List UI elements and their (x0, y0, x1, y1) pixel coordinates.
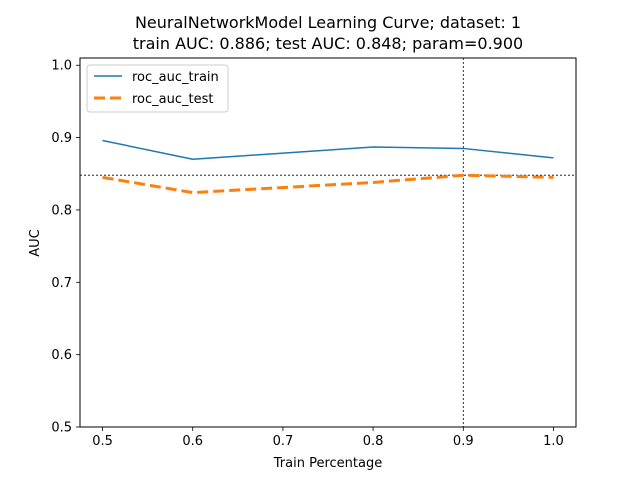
series-line-roc_auc_train (102, 139, 554, 161)
y-tick-label: 1.0 (51, 59, 72, 74)
chart-title-line-1: NeuralNetworkModel Learning Curve; datas… (135, 13, 521, 32)
axes-frame (79, 57, 577, 428)
legend-box (86, 64, 229, 113)
y-tick-label: 0.6 (51, 348, 72, 363)
x-tick-label: 0.8 (363, 434, 384, 449)
x-axis-label: Train Percentage (273, 456, 382, 471)
y-tick-label: 0.5 (51, 421, 72, 436)
legend-label-roc_auc_test: roc_auc_test (132, 92, 213, 107)
y-tick-label: 0.9 (51, 131, 72, 146)
series-line-roc_auc_test (102, 173, 554, 195)
y-tick-label: 0.7 (51, 276, 72, 291)
legend: roc_auc_train roc_auc_test (86, 64, 229, 113)
y-axis-label: AUC (28, 229, 43, 257)
legend-label-roc_auc_train: roc_auc_train (132, 70, 219, 85)
x-tick-label: 0.9 (453, 434, 474, 449)
x-tick-label: 0.7 (273, 434, 294, 449)
chart-title-line-2: train AUC: 0.886; test AUC: 0.848; param… (133, 34, 523, 53)
x-tick-label: 1.0 (543, 434, 564, 449)
plot-area: 0.5 0.6 0.7 0.8 0.9 1.0 0.5 0.6 0.7 0.8 0.9 1.0 roc_… (51, 57, 577, 449)
x-tick-label: 0.6 (182, 434, 203, 449)
x-tick-label: 0.5 (92, 434, 113, 449)
y-tick-label: 0.8 (51, 203, 72, 218)
